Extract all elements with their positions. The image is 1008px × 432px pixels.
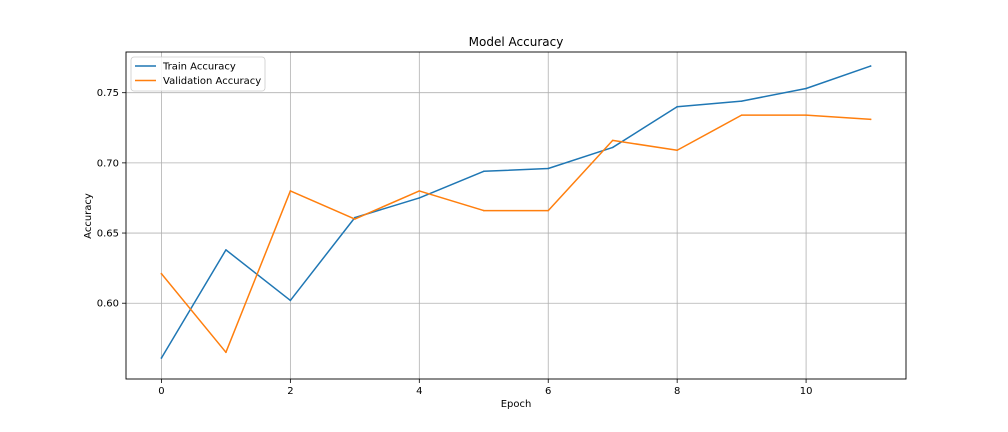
data-point <box>869 65 872 67</box>
data-point <box>354 216 356 219</box>
x-axis-label: Epoch <box>501 399 532 410</box>
y-tick-label: 0.75 <box>97 88 119 99</box>
data-point <box>740 100 743 102</box>
x-tick-label: 4 <box>416 386 422 397</box>
data-point <box>225 249 227 251</box>
chart-title: Model Accuracy <box>469 35 564 49</box>
data-point <box>676 149 678 152</box>
data-point <box>547 209 550 212</box>
x-tick-label: 8 <box>674 386 680 397</box>
data-point <box>547 167 550 170</box>
legend-label: Train Accuracy <box>162 62 236 73</box>
data-point <box>289 299 292 302</box>
y-tick-label: 0.65 <box>97 229 119 240</box>
data-point <box>805 87 807 90</box>
series-line-train-accuracy <box>160 65 872 359</box>
data-point <box>418 197 421 199</box>
series-line-validation-accuracy <box>160 114 872 354</box>
data-point <box>289 190 292 192</box>
x-tick-label: 6 <box>545 386 551 397</box>
data-point <box>740 114 743 116</box>
x-tick-label: 2 <box>287 386 293 397</box>
y-tick-label: 0.60 <box>97 299 119 310</box>
data-point <box>676 105 678 108</box>
plot-frame <box>125 51 907 380</box>
axis-ticks: 0 2 4 6 8 10 0.60 0.65 0.70 0.75 <box>97 88 813 397</box>
grid <box>126 52 906 379</box>
y-axis-label: Accuracy <box>83 193 94 239</box>
x-tick-label: 0 <box>158 386 164 397</box>
data-point <box>225 351 227 354</box>
x-tick-label: 10 <box>800 386 813 397</box>
data-point <box>611 146 614 149</box>
data-point <box>160 357 163 359</box>
legend: Train Accuracy Validation Accuracy <box>130 56 266 92</box>
data-point <box>418 190 421 192</box>
data-point <box>482 209 485 212</box>
data-point <box>482 170 485 173</box>
legend-label: Validation Accuracy <box>163 76 261 87</box>
data-point <box>805 114 807 116</box>
data-point <box>160 272 163 275</box>
data-point <box>869 118 872 121</box>
data-point <box>611 139 614 142</box>
data-point <box>354 218 356 220</box>
y-tick-label: 0.70 <box>97 158 119 169</box>
legend-box <box>130 56 266 92</box>
series-lines <box>160 65 872 359</box>
